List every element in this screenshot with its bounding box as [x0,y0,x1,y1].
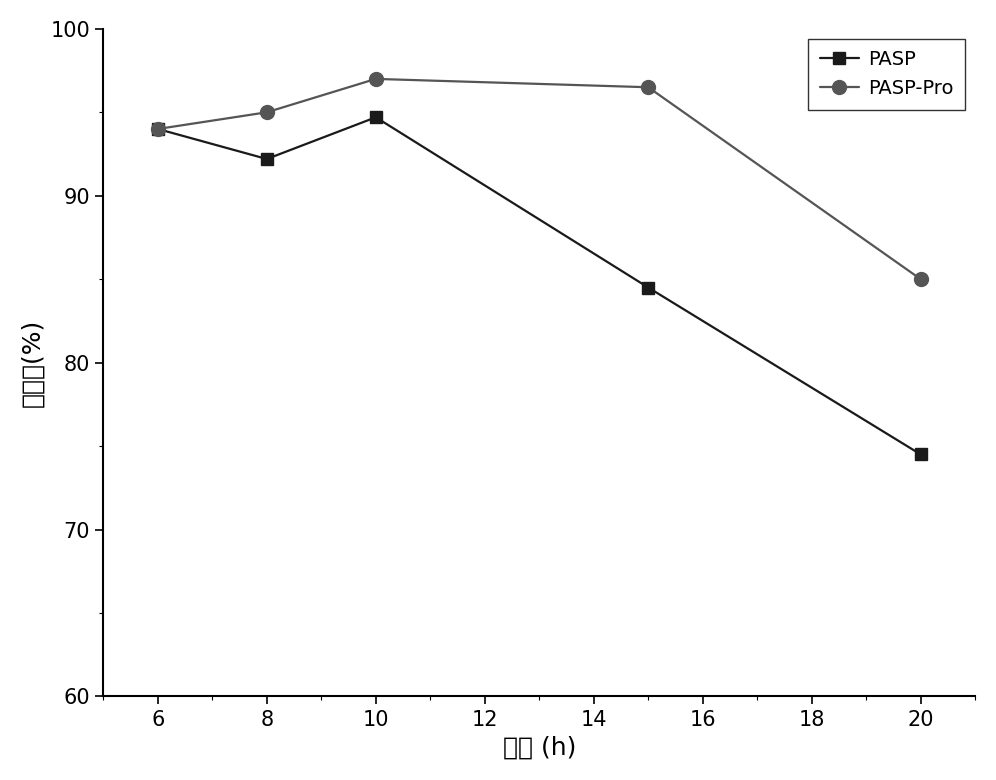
Line: PASP-Pro: PASP-Pro [150,72,927,286]
Line: PASP: PASP [151,111,927,461]
PASP [914,450,926,459]
PASP [370,112,381,122]
Y-axis label: 阻垄率(%): 阻垄率(%) [21,318,45,406]
PASP-Pro [151,124,163,133]
PASP [151,124,163,133]
PASP-Pro [914,275,926,284]
PASP [642,283,654,292]
PASP-Pro [642,83,654,92]
PASP [261,154,273,164]
PASP-Pro [370,74,381,83]
X-axis label: 时间 (h): 时间 (h) [503,736,576,759]
Legend: PASP, PASP-Pro: PASP, PASP-Pro [808,38,965,110]
PASP-Pro [261,108,273,117]
